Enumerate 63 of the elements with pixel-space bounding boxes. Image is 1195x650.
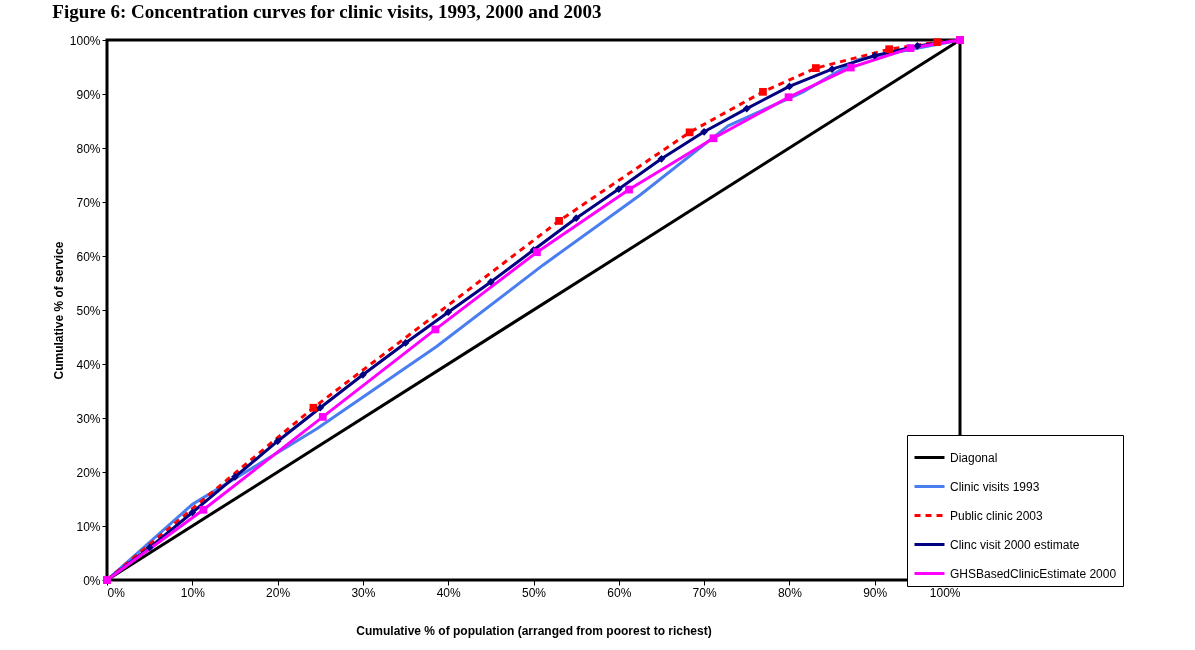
legend-label: Public clinic 2003	[950, 508, 1044, 523]
point	[533, 248, 541, 257]
y-tick-label: 40%	[76, 357, 101, 372]
point	[188, 508, 197, 517]
y-tick-label: 70%	[76, 195, 101, 210]
point	[555, 217, 563, 225]
chart-title: Figure 6: Concentration curves for clinic visits, 1993, 2000 and 2003	[52, 1, 602, 22]
y-tick-label: 10%	[76, 519, 101, 534]
y-tick-label: 30%	[76, 411, 101, 426]
x-tick-label: 40%	[436, 585, 462, 600]
x-tick-label: 100%	[929, 585, 961, 600]
point	[316, 403, 325, 412]
point	[870, 51, 879, 60]
y-tick-label: 60%	[76, 249, 101, 264]
point	[625, 185, 633, 194]
y-axis-title: Cumulative % of service	[51, 241, 66, 380]
y-tick-label: 20%	[76, 465, 101, 480]
y-tick-label: 80%	[76, 141, 101, 156]
x-tick-label: 10%	[180, 585, 206, 600]
x-axis-title: Cumulative % of population (arranged from poorest to richest)	[356, 623, 712, 638]
point	[933, 38, 941, 47]
point	[309, 403, 318, 412]
point	[885, 45, 894, 54]
point	[359, 370, 367, 379]
x-tick-label: 30%	[351, 585, 376, 600]
y-tick-label: 100%	[69, 33, 101, 48]
point	[657, 154, 666, 163]
point	[273, 437, 282, 446]
y-tick-label: 90%	[76, 87, 101, 102]
point	[906, 44, 915, 52]
point	[759, 87, 767, 96]
point	[614, 185, 623, 193]
point	[685, 128, 694, 137]
point	[913, 42, 922, 50]
legend-label: Clinic visits 1993	[950, 479, 1040, 494]
legend-label: GHSBasedClinicEstimate 2000	[950, 566, 1117, 581]
y-tick-label: 50%	[76, 303, 101, 318]
point	[828, 65, 836, 74]
x-tick-label: 0%	[107, 585, 126, 600]
point	[811, 64, 820, 72]
point	[486, 278, 495, 286]
point	[700, 127, 708, 136]
point	[199, 505, 208, 514]
x-tick-label: 60%	[607, 585, 632, 600]
point	[742, 104, 751, 113]
x-tick-label: 20%	[266, 585, 291, 600]
point	[231, 472, 239, 481]
point	[709, 134, 718, 143]
point	[846, 63, 855, 72]
point	[785, 82, 794, 91]
x-tick-label: 50%	[521, 585, 547, 600]
legend-label: Diagonal	[950, 450, 998, 465]
point	[572, 214, 581, 223]
legend-label: Clinc visit 2000 estimate	[950, 537, 1080, 552]
point	[318, 413, 327, 421]
point	[401, 339, 410, 347]
point	[784, 93, 793, 102]
point	[444, 308, 453, 317]
y-tick-label: 0%	[83, 573, 101, 588]
x-tick-label: 80%	[777, 585, 803, 600]
x-tick-label: 70%	[692, 585, 717, 600]
point	[145, 543, 154, 552]
x-tick-label: 90%	[863, 585, 888, 600]
